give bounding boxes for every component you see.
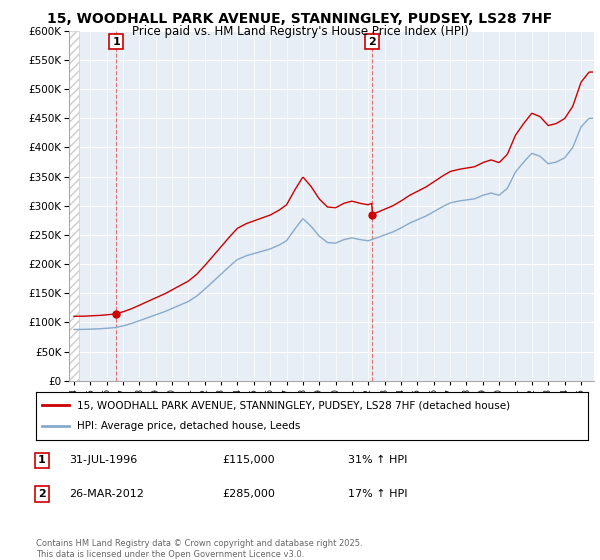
Text: 31% ↑ HPI: 31% ↑ HPI (348, 455, 407, 465)
Text: HPI: Average price, detached house, Leeds: HPI: Average price, detached house, Leed… (77, 421, 301, 431)
Text: £115,000: £115,000 (222, 455, 275, 465)
Text: 15, WOODHALL PARK AVENUE, STANNINGLEY, PUDSEY, LS28 7HF: 15, WOODHALL PARK AVENUE, STANNINGLEY, P… (47, 12, 553, 26)
Text: £285,000: £285,000 (222, 489, 275, 499)
Text: 31-JUL-1996: 31-JUL-1996 (69, 455, 137, 465)
Text: 1: 1 (38, 455, 46, 465)
Text: 2: 2 (38, 489, 46, 499)
Text: Price paid vs. HM Land Registry's House Price Index (HPI): Price paid vs. HM Land Registry's House … (131, 25, 469, 38)
Text: 2: 2 (368, 36, 376, 46)
Text: 15, WOODHALL PARK AVENUE, STANNINGLEY, PUDSEY, LS28 7HF (detached house): 15, WOODHALL PARK AVENUE, STANNINGLEY, P… (77, 400, 511, 410)
Text: Contains HM Land Registry data © Crown copyright and database right 2025.
This d: Contains HM Land Registry data © Crown c… (36, 539, 362, 559)
Text: 26-MAR-2012: 26-MAR-2012 (69, 489, 144, 499)
Text: 17% ↑ HPI: 17% ↑ HPI (348, 489, 407, 499)
Text: 1: 1 (112, 36, 120, 46)
